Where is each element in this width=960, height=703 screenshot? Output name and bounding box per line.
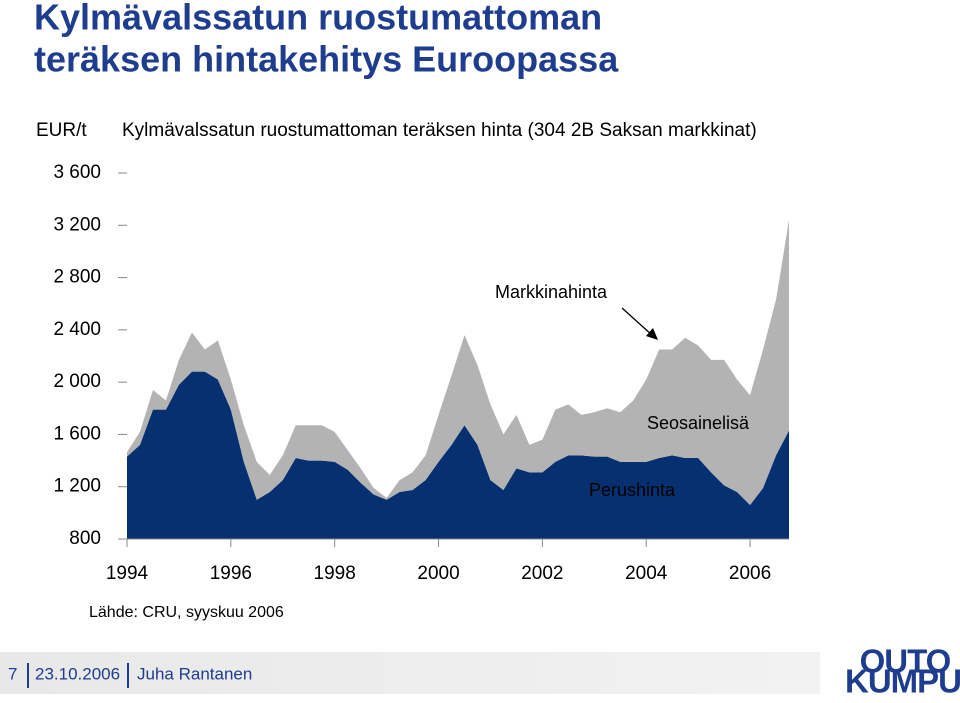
- area: [127, 220, 789, 506]
- y-tick-label: 800: [69, 528, 101, 549]
- footer-bar: [0, 652, 820, 694]
- x-tick-label: 2004: [625, 563, 668, 584]
- y-tick-label: 1 600: [53, 423, 101, 444]
- y-tick-label: 2 400: [53, 319, 101, 340]
- annotation: Markkinahinta: [495, 282, 608, 302]
- y-axis-label: EUR/t: [36, 120, 87, 141]
- logo: KUMPU: [845, 663, 960, 698]
- y-tick-label: 2 800: [53, 267, 101, 288]
- x-tick-label: 2000: [417, 563, 459, 584]
- arrow-head: [646, 328, 658, 340]
- y-tick-label: 3 600: [53, 162, 101, 183]
- footer-date: 23.10.2006: [35, 664, 120, 683]
- chart-title: Kylmävalssatun ruostumattoman teräksen h…: [122, 120, 757, 141]
- y-tick-label: 1 200: [53, 476, 101, 497]
- footer-author: Juha Rantanen: [137, 664, 252, 683]
- y-tick-label: 3 200: [53, 214, 101, 235]
- x-tick-label: 1998: [314, 563, 356, 584]
- x-tick-label: 2006: [729, 563, 771, 584]
- annotation-arrow: [621, 307, 653, 336]
- plot: Perushinta Seosainelisä 800 1 200 1 600 2 000…: [53, 162, 789, 584]
- x-tick-label: 1996: [210, 563, 252, 584]
- page-number: 7: [8, 664, 17, 683]
- x-tick-label: 2002: [521, 563, 563, 584]
- area: [127, 371, 789, 539]
- y-tick-label: 2 000: [53, 371, 101, 392]
- series-label: Seosainelisä: [647, 413, 750, 433]
- series-label: Perushinta: [589, 480, 676, 500]
- logo: OUTO: [860, 643, 951, 680]
- source: Lähde: CRU, syyskuu 2006: [89, 604, 284, 621]
- slide-title: Kylmävalssatun ruostumattoman: [34, 0, 602, 38]
- slide-title: teräksen hintakehitys Euroopassa: [34, 39, 619, 80]
- x-tick-label: 1994: [106, 563, 149, 584]
